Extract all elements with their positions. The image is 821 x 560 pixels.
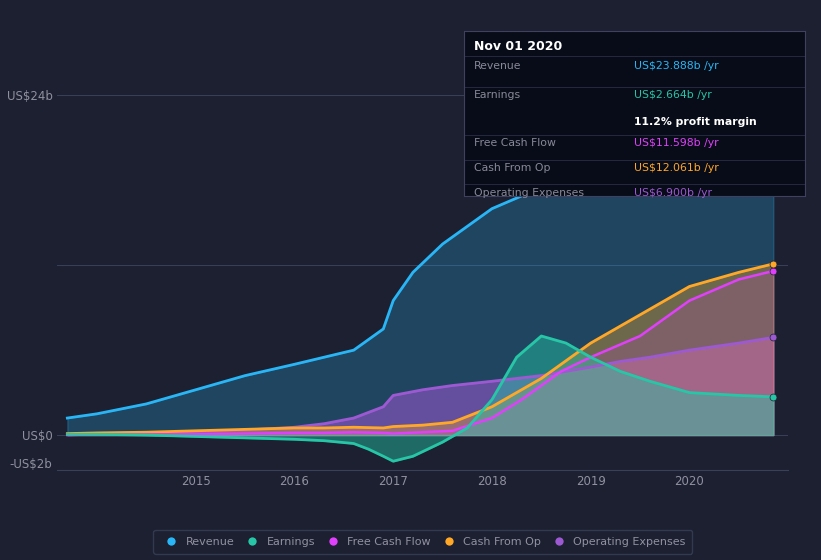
Text: Cash From Op: Cash From Op — [474, 163, 551, 173]
Text: US$23.888b /yr: US$23.888b /yr — [635, 60, 719, 71]
Legend: Revenue, Earnings, Free Cash Flow, Cash From Op, Operating Expenses: Revenue, Earnings, Free Cash Flow, Cash … — [154, 530, 692, 553]
Text: 11.2% profit margin: 11.2% profit margin — [635, 116, 757, 127]
Text: US$6.900b /yr: US$6.900b /yr — [635, 188, 713, 198]
Text: US$11.598b /yr: US$11.598b /yr — [635, 138, 719, 148]
Text: Earnings: Earnings — [474, 90, 521, 100]
Text: US$2.664b /yr: US$2.664b /yr — [635, 90, 712, 100]
Text: Nov 01 2020: Nov 01 2020 — [474, 40, 562, 53]
Text: Operating Expenses: Operating Expenses — [474, 188, 584, 198]
Text: Revenue: Revenue — [474, 60, 521, 71]
Text: US$12.061b /yr: US$12.061b /yr — [635, 163, 719, 173]
Text: Free Cash Flow: Free Cash Flow — [474, 138, 556, 148]
